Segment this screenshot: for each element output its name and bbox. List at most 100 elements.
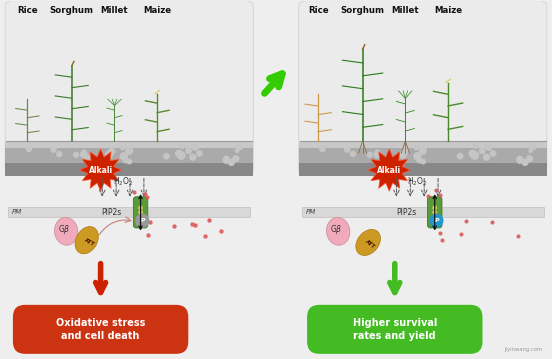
- Circle shape: [421, 159, 426, 164]
- Circle shape: [109, 149, 115, 154]
- Text: Oxidative stress
and cell death: Oxidative stress and cell death: [56, 318, 145, 341]
- Bar: [299, 145, 547, 163]
- Circle shape: [401, 161, 405, 165]
- Text: Alkali: Alkali: [377, 165, 401, 174]
- Circle shape: [139, 211, 142, 214]
- Circle shape: [374, 151, 381, 158]
- Text: G$\beta$: G$\beta$: [58, 223, 70, 236]
- Circle shape: [367, 152, 372, 157]
- Circle shape: [490, 151, 496, 156]
- Circle shape: [233, 156, 239, 162]
- Bar: [299, 141, 547, 148]
- Circle shape: [179, 143, 185, 148]
- Text: Maize: Maize: [434, 6, 462, 15]
- Circle shape: [57, 151, 62, 157]
- Circle shape: [430, 214, 443, 227]
- Circle shape: [399, 151, 406, 158]
- Circle shape: [484, 154, 490, 160]
- FancyBboxPatch shape: [134, 197, 148, 228]
- Circle shape: [529, 149, 533, 153]
- Text: Sorghum: Sorghum: [50, 6, 94, 15]
- Circle shape: [415, 146, 418, 150]
- FancyBboxPatch shape: [307, 305, 482, 354]
- Circle shape: [82, 150, 86, 154]
- Circle shape: [176, 150, 182, 157]
- Bar: [5, 145, 253, 163]
- Text: jiyinwang.com: jiyinwang.com: [504, 347, 542, 351]
- Bar: [5, 154, 253, 176]
- Bar: [301, 208, 544, 218]
- Circle shape: [433, 206, 437, 210]
- Circle shape: [81, 151, 87, 158]
- Bar: [299, 154, 547, 176]
- Circle shape: [351, 151, 355, 157]
- Circle shape: [192, 144, 198, 150]
- Circle shape: [127, 159, 132, 164]
- Circle shape: [235, 149, 239, 153]
- Circle shape: [73, 152, 78, 157]
- Circle shape: [392, 159, 397, 164]
- Text: PIP2s: PIP2s: [396, 208, 416, 217]
- Circle shape: [402, 149, 408, 154]
- Circle shape: [121, 146, 125, 150]
- Circle shape: [517, 156, 523, 162]
- Circle shape: [186, 148, 191, 154]
- Bar: [5, 141, 253, 148]
- Circle shape: [164, 154, 169, 159]
- Polygon shape: [79, 149, 121, 191]
- Polygon shape: [368, 149, 410, 191]
- Ellipse shape: [75, 227, 98, 254]
- Text: Maize: Maize: [143, 6, 171, 15]
- Circle shape: [344, 147, 349, 152]
- Circle shape: [522, 159, 528, 165]
- Text: Sorghum: Sorghum: [341, 6, 385, 15]
- Circle shape: [99, 159, 103, 164]
- Circle shape: [178, 152, 185, 159]
- Circle shape: [417, 158, 422, 163]
- Text: Alkali: Alkali: [88, 165, 113, 174]
- Text: P: P: [434, 218, 439, 223]
- Circle shape: [375, 150, 380, 154]
- Circle shape: [51, 147, 56, 152]
- Text: Millet: Millet: [391, 6, 419, 15]
- Circle shape: [197, 151, 202, 156]
- Text: ATT: ATT: [83, 238, 95, 247]
- Text: H$_2$O$_2$: H$_2$O$_2$: [113, 176, 133, 188]
- Circle shape: [527, 156, 532, 162]
- Circle shape: [458, 154, 463, 159]
- FancyBboxPatch shape: [428, 197, 442, 228]
- Text: P: P: [140, 218, 145, 223]
- Circle shape: [379, 155, 383, 159]
- Circle shape: [473, 143, 479, 148]
- Text: Rice: Rice: [17, 6, 38, 15]
- Circle shape: [86, 155, 89, 159]
- Circle shape: [517, 158, 523, 163]
- Text: ATT: ATT: [364, 239, 376, 250]
- Circle shape: [26, 146, 31, 151]
- Text: Millet: Millet: [100, 6, 128, 15]
- Ellipse shape: [326, 218, 350, 245]
- Ellipse shape: [356, 229, 380, 256]
- Circle shape: [486, 144, 492, 150]
- Circle shape: [126, 147, 132, 154]
- Circle shape: [107, 161, 111, 165]
- Circle shape: [105, 151, 113, 158]
- Circle shape: [190, 154, 196, 160]
- Circle shape: [480, 148, 485, 154]
- Circle shape: [139, 215, 142, 219]
- Text: Rice: Rice: [308, 6, 328, 15]
- Text: G$\beta$: G$\beta$: [330, 223, 342, 236]
- Text: PM: PM: [305, 209, 316, 215]
- Circle shape: [224, 158, 229, 163]
- Circle shape: [433, 215, 437, 219]
- Text: Higher survival
rates and yield: Higher survival rates and yield: [353, 318, 437, 341]
- Circle shape: [136, 214, 148, 227]
- Ellipse shape: [55, 218, 78, 245]
- FancyBboxPatch shape: [13, 305, 188, 354]
- FancyBboxPatch shape: [5, 1, 253, 176]
- Circle shape: [120, 153, 128, 160]
- Circle shape: [139, 206, 142, 210]
- Circle shape: [433, 211, 437, 214]
- Circle shape: [420, 147, 426, 154]
- Circle shape: [471, 152, 479, 159]
